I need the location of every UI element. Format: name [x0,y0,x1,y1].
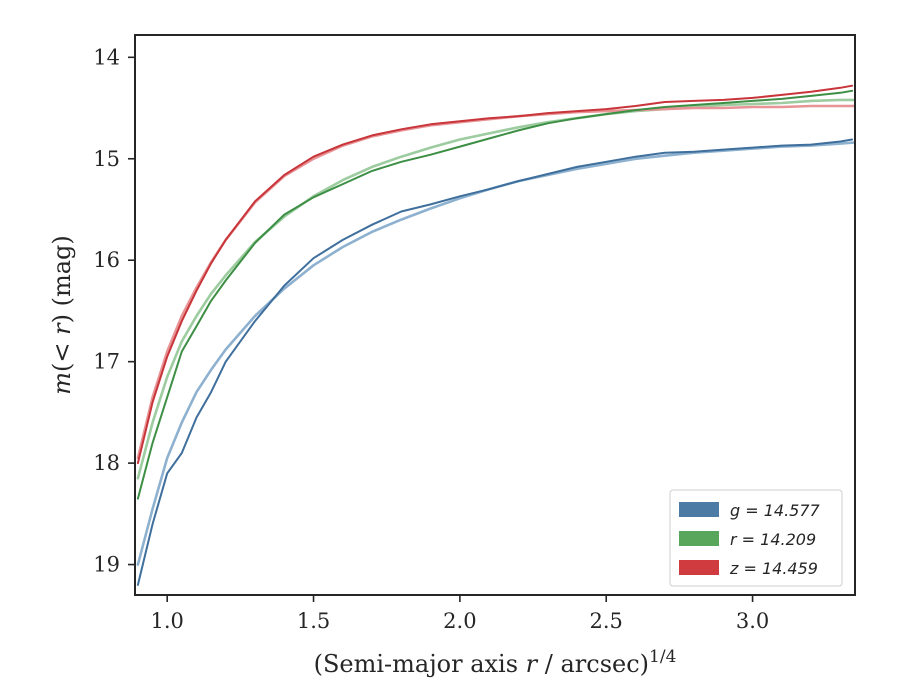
x-tick-label: 2.5 [590,609,623,633]
y-tick-label: 18 [93,451,120,475]
series-line-z-model [136,104,855,460]
legend-label-2: z = 14.459 [729,559,818,578]
series-line-r-data [136,89,854,500]
legend-label-0: g = 14.577 [730,501,821,520]
y-tick-label: 16 [93,248,120,272]
x-tick-label: 1.5 [297,609,330,633]
series-layer [136,84,855,586]
series-line-g-model [136,141,855,566]
x-axis-label: (Semi-major axis r / arcsec)1/4 [314,647,677,678]
y-axis-label: m(< r) (mag) [48,235,76,395]
y-tick-label: 14 [93,45,120,69]
legend-label-1: r = 14.209 [730,530,816,549]
series-line-g-data [136,138,854,586]
legend-swatch-2 [679,560,719,575]
x-tick-label: 1.0 [150,609,183,633]
legend-items: g = 14.577 r = 14.209 z = 14.459 [679,501,821,578]
y-tick-label: 19 [93,553,120,577]
x-tick-label: 3.0 [736,609,769,633]
x-tick-label: 2.0 [443,609,476,633]
plot-frame [134,34,856,596]
legend-swatch-0 [679,502,719,517]
legend: g = 14.577 r = 14.209 z = 14.459 [669,489,843,587]
ticks-layer: 1.0 1.5 2.0 2.5 3.0 14 15 16 17 18 19 [93,45,769,633]
y-tick-label: 17 [93,350,120,374]
series-line-z-data [136,84,854,465]
legend-swatch-1 [679,531,719,546]
y-tick-label: 15 [93,147,120,171]
series-line-r-model [136,98,855,480]
